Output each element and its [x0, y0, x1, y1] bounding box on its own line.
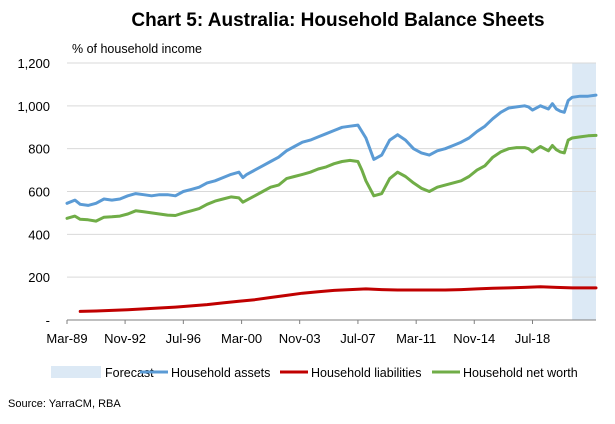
legend-label-household-net-worth: Household net worth [463, 366, 578, 380]
x-tick-label: Jul-07 [340, 331, 375, 346]
x-tick-label: Nov-92 [104, 331, 146, 346]
x-tick-label: Mar-89 [46, 331, 87, 346]
legend-label-household-assets: Household assets [171, 366, 270, 380]
x-tick-label: Mar-00 [221, 331, 262, 346]
x-tick-label: Jul-96 [166, 331, 201, 346]
y-axis-label: % of household income [72, 42, 202, 56]
y-tick-label: 400 [28, 227, 50, 242]
y-tick-label: 1,200 [17, 56, 50, 71]
series-line-household-liabilities [78, 285, 598, 313]
y-tick-label: 800 [28, 142, 50, 157]
y-tick-label: 600 [28, 185, 50, 200]
y-tick-label: 200 [28, 270, 50, 285]
x-tick-label: Nov-03 [279, 331, 321, 346]
y-tick-label: 1,000 [17, 99, 50, 114]
series-line-household-net-worth [65, 133, 598, 223]
x-tick-label: Nov-14 [453, 331, 495, 346]
x-tick-label: Jul-18 [515, 331, 550, 346]
source-note: Source: YarraCM, RBA [8, 398, 121, 410]
gridlines [67, 62, 596, 278]
chart-title: Chart 5: Australia: Household Balance Sh… [131, 10, 544, 31]
legend: Forecast Household assets Household liabil… [51, 366, 578, 380]
legend-swatch-forecast [51, 366, 101, 378]
series-lines [65, 93, 598, 313]
legend-label-forecast: Forecast [105, 366, 154, 380]
y-tick-label: - [46, 313, 50, 328]
axes: - 200 400 600 800 1,000 1,200 Mar-89 Nov-92 Jul-9… [17, 56, 596, 346]
x-tick-label: Mar-11 [396, 331, 436, 346]
legend-label-household-liabilities: Household liabilities [311, 366, 421, 380]
series-line-household-assets [65, 93, 598, 207]
